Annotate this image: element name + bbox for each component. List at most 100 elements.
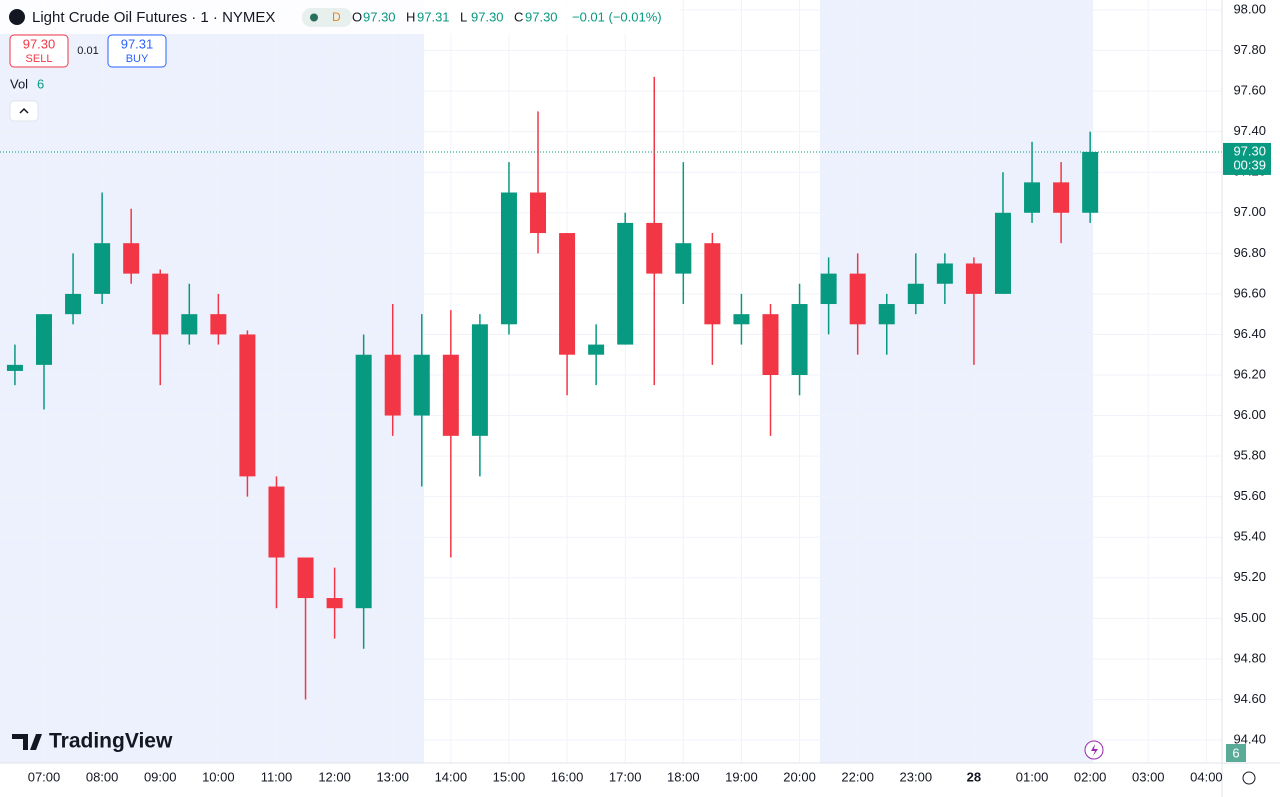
legend-change: −0.01 (−0.01%) xyxy=(572,9,662,24)
last-price-label: 97.30 xyxy=(1233,143,1266,158)
candle-body xyxy=(239,334,256,477)
alert-bolt xyxy=(1091,744,1098,756)
brand: TradingView xyxy=(49,730,173,753)
candle-body xyxy=(994,212,1011,294)
interval-badge[interactable]: D xyxy=(332,10,341,24)
x-tick-label: 14:00 xyxy=(435,769,468,784)
candle-body xyxy=(878,304,895,325)
candle-body xyxy=(791,304,808,375)
candle-body xyxy=(355,354,372,609)
symbol-title[interactable]: Light Crude Oil Futures · 1 · NYMEX xyxy=(32,9,275,26)
countdown: 00:39 xyxy=(1233,157,1266,172)
candle-body xyxy=(326,598,343,609)
candle-body xyxy=(500,192,517,325)
x-tick-label: 09:00 xyxy=(144,769,177,784)
spread: 0.01 xyxy=(77,45,98,57)
session-shade xyxy=(0,0,424,763)
legend-key: O xyxy=(352,9,362,24)
candle-body xyxy=(849,273,866,325)
legend-key: L xyxy=(460,9,467,24)
candle-body xyxy=(936,263,953,284)
y-tick-label: 95.00 xyxy=(1233,610,1266,625)
candle-body xyxy=(297,557,314,599)
buy-button[interactable] xyxy=(107,34,167,68)
y-tick-label: 94.40 xyxy=(1233,731,1266,746)
y-tick-label: 96.40 xyxy=(1233,326,1266,341)
candle-body xyxy=(181,314,198,335)
y-tick-label: 97.80 xyxy=(1233,42,1266,57)
candle-body xyxy=(965,263,982,294)
candle-body xyxy=(907,283,924,305)
legend-value: 97.30 xyxy=(471,9,504,24)
y-tick-label: 97.60 xyxy=(1233,83,1266,98)
candle-body xyxy=(94,243,111,294)
x-tick-label: 04:00 xyxy=(1190,769,1223,784)
collapse-icon xyxy=(19,107,29,114)
legend-value: 97.30 xyxy=(363,9,396,24)
candle-body xyxy=(704,243,721,325)
x-tick-label: 22:00 xyxy=(841,769,874,784)
volume-badge xyxy=(1226,744,1246,762)
x-tick-label: 01:00 xyxy=(1016,769,1049,784)
x-tick-label: 18:00 xyxy=(667,769,700,784)
session-shade xyxy=(820,0,1093,763)
brand-logo xyxy=(12,734,42,750)
candle-body xyxy=(530,192,547,234)
candle-body xyxy=(65,293,82,315)
candle-body xyxy=(36,314,52,365)
collapse-button[interactable] xyxy=(9,100,39,122)
y-tick-label: 95.40 xyxy=(1233,529,1266,544)
x-tick-label: 08:00 xyxy=(86,769,119,784)
legend-key: C xyxy=(514,9,523,24)
candle-body xyxy=(820,273,837,305)
candle-body xyxy=(268,486,285,558)
candle-body xyxy=(762,314,779,375)
y-tick-label: 95.20 xyxy=(1233,569,1266,584)
x-tick-label: 15:00 xyxy=(493,769,526,784)
sell-button[interactable] xyxy=(9,34,69,68)
candle-body xyxy=(1024,182,1041,213)
sell-label: SELL xyxy=(26,53,53,65)
x-tick-label: 07:00 xyxy=(28,769,61,784)
candle-body xyxy=(471,324,488,436)
x-tick-label: 12:00 xyxy=(318,769,351,784)
volume-value: 6 xyxy=(37,76,44,91)
x-tick-label: 23:00 xyxy=(900,769,933,784)
volume-label: Vol xyxy=(10,76,28,91)
y-tick-label: 97.40 xyxy=(1233,123,1266,138)
candle-body xyxy=(210,314,227,335)
buy-label: BUY xyxy=(126,53,149,65)
candle-body xyxy=(559,233,576,355)
y-tick-label: 94.60 xyxy=(1233,691,1266,706)
candle-body xyxy=(6,364,23,371)
candle-body xyxy=(733,314,750,325)
y-tick-label: 95.60 xyxy=(1233,488,1266,503)
candle-body xyxy=(152,273,169,335)
badge-bg xyxy=(302,8,352,27)
x-tick-label: 02:00 xyxy=(1074,769,1107,784)
x-tick-label: 10:00 xyxy=(202,769,235,784)
legend-value: 97.30 xyxy=(525,9,558,24)
legend-key: H xyxy=(406,9,415,24)
volume-badge-value: 6 xyxy=(1232,745,1239,760)
buy-price: 97.31 xyxy=(121,36,154,51)
y-tick-label: 95.80 xyxy=(1233,448,1266,463)
settings-icon[interactable] xyxy=(1242,771,1256,785)
y-tick-label: 98.00 xyxy=(1233,1,1266,16)
candle-body xyxy=(617,222,634,345)
candle-body xyxy=(384,354,401,416)
last-price-box xyxy=(1223,142,1271,175)
status-dot xyxy=(310,13,318,22)
candle-body xyxy=(413,354,430,416)
candle-body xyxy=(646,222,663,274)
x-tick-label: 19:00 xyxy=(725,769,758,784)
symbol-icon xyxy=(9,9,25,25)
candle-body xyxy=(442,354,459,436)
candle-body xyxy=(675,243,692,274)
x-tick-label: 13:00 xyxy=(376,769,409,784)
x-tick-label: 16:00 xyxy=(551,769,584,784)
candle-body xyxy=(588,344,605,355)
y-tick-label: 96.20 xyxy=(1233,366,1266,381)
